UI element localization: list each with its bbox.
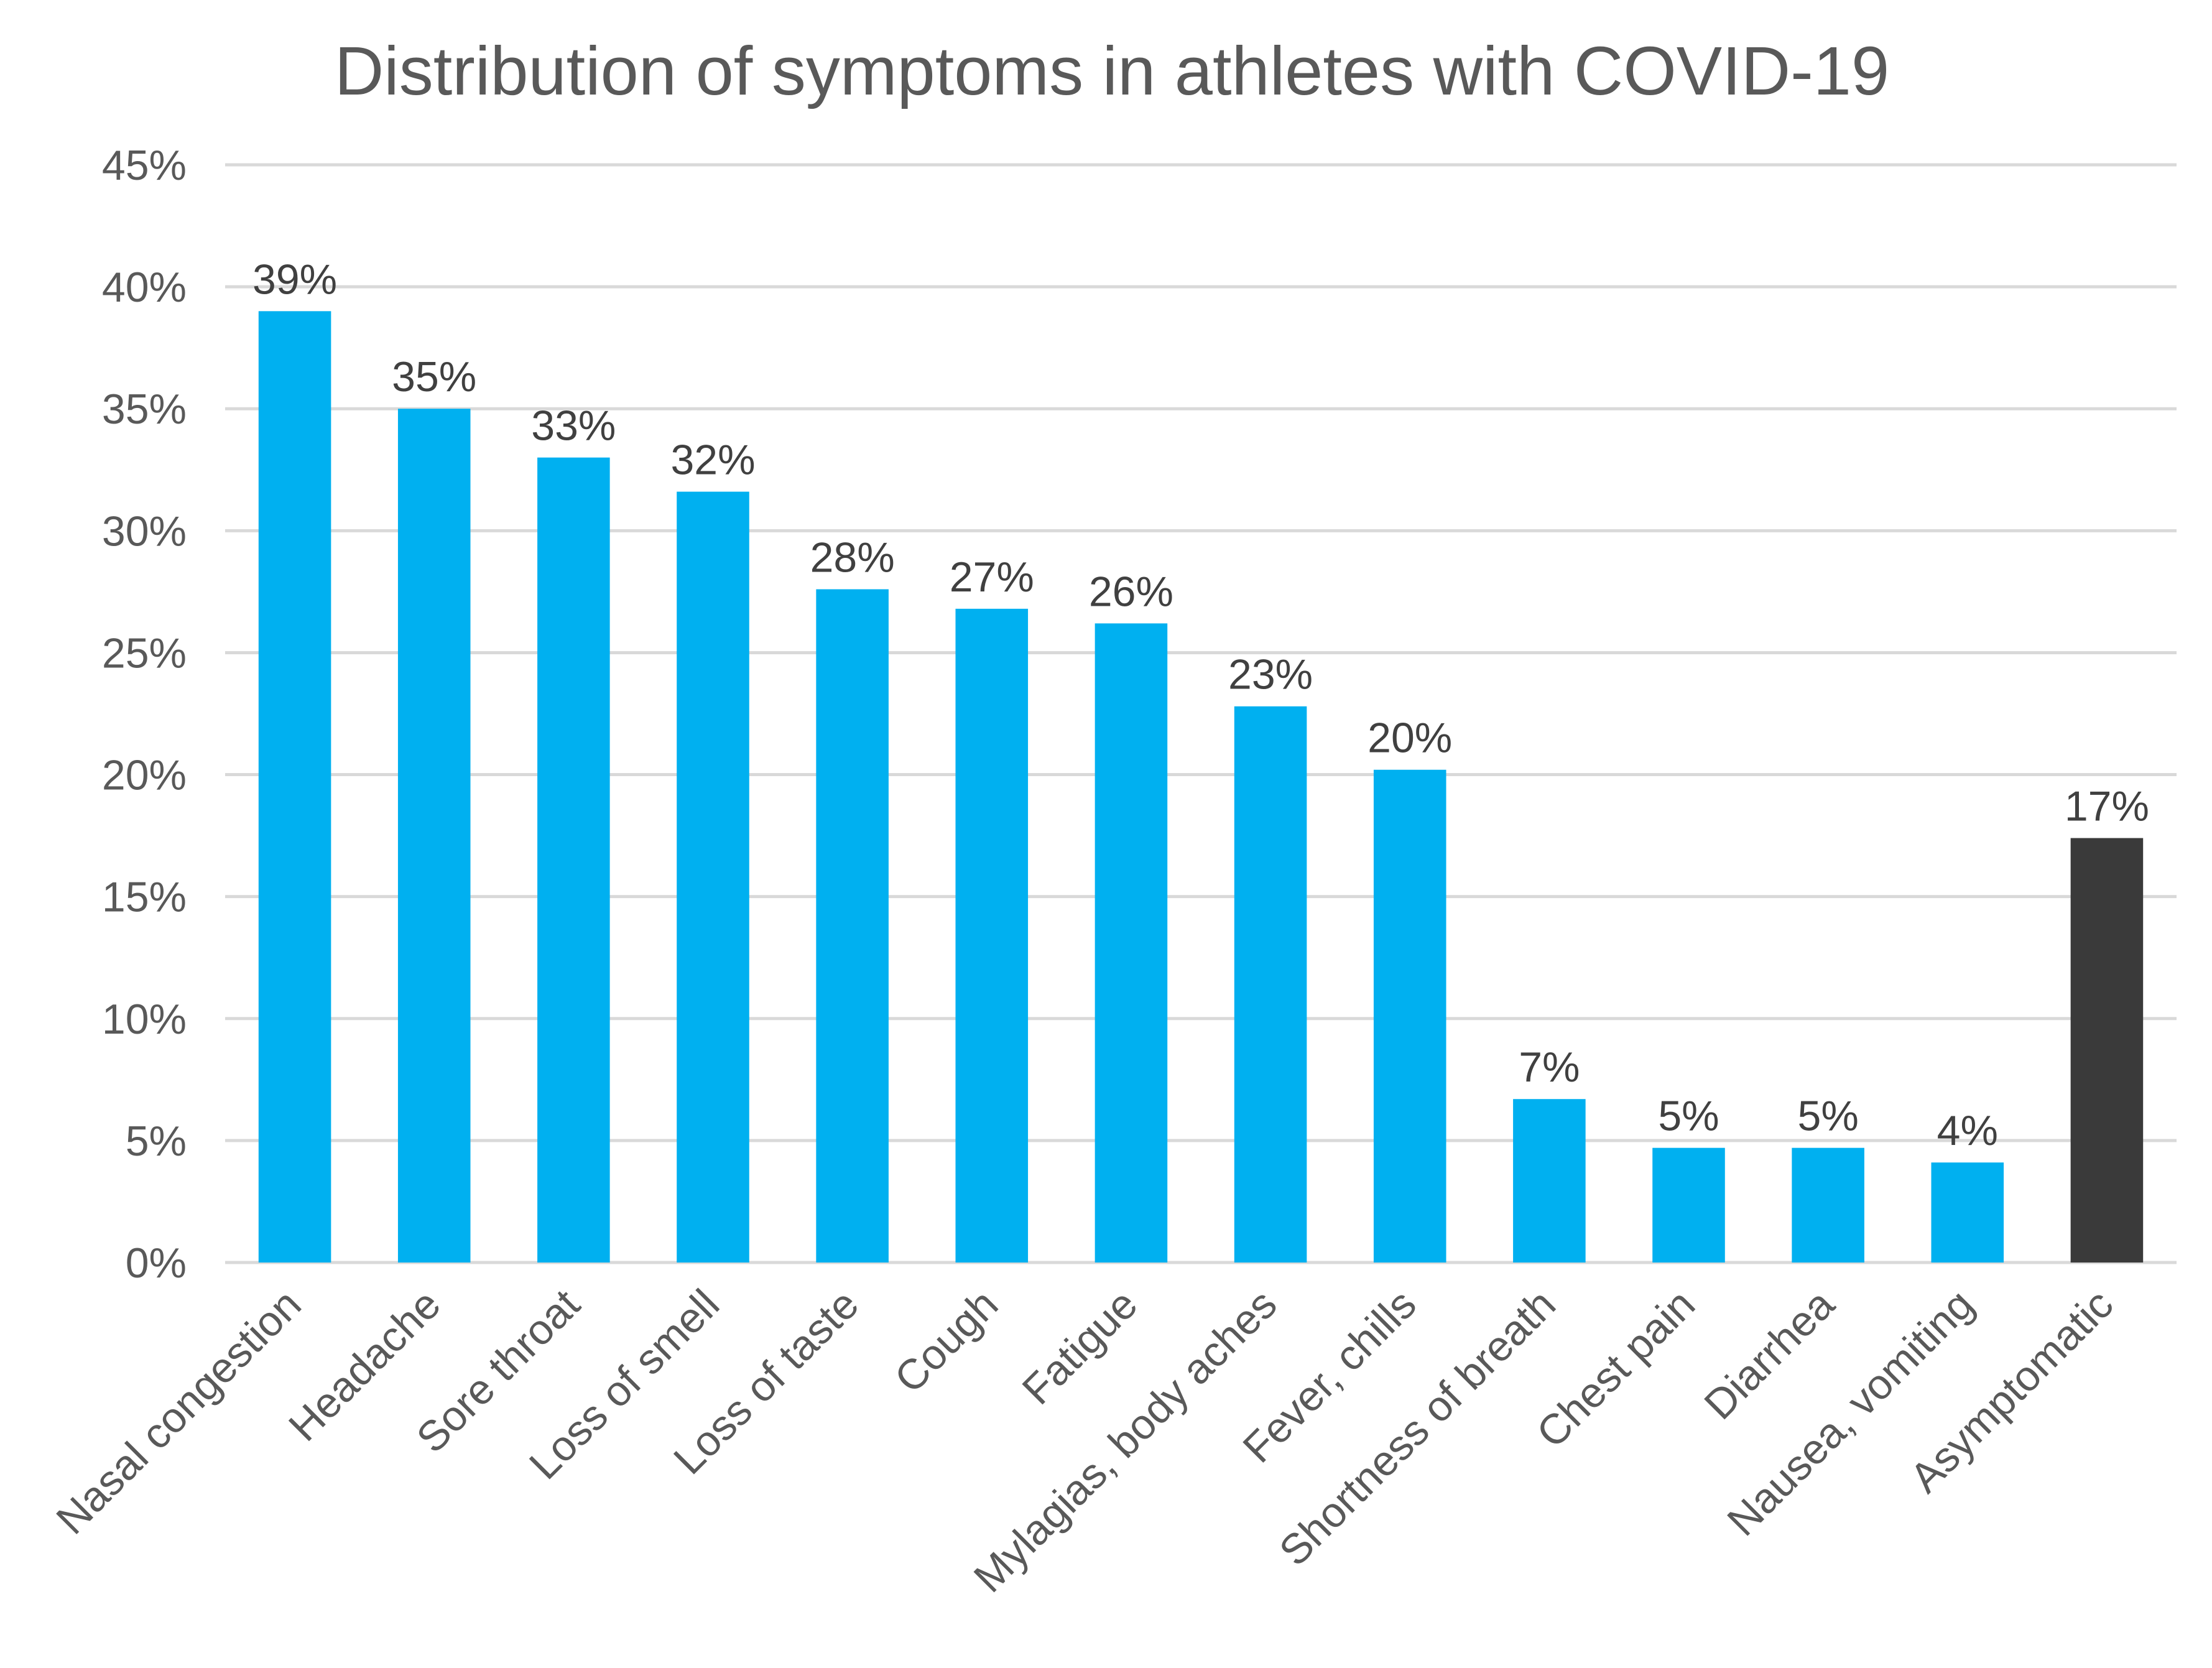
bar — [1373, 769, 1446, 1263]
bar — [816, 589, 889, 1263]
data-label: 39% — [252, 256, 337, 303]
y-tick-label: 15% — [102, 874, 187, 921]
bar — [397, 409, 471, 1263]
y-tick-label: 0% — [126, 1239, 187, 1287]
x-tick-label: Nasal congestion — [47, 1281, 310, 1544]
data-label: 7% — [1519, 1044, 1580, 1091]
gridlines — [225, 163, 2177, 1264]
y-tick-label: 30% — [102, 507, 187, 555]
bar — [258, 311, 331, 1263]
data-label: 5% — [1658, 1093, 1719, 1140]
data-label: 4% — [1937, 1107, 1998, 1154]
data-label: 28% — [810, 534, 895, 581]
bar — [1094, 623, 1168, 1263]
bar — [1234, 706, 1307, 1263]
chart-title: Distribution of symptoms in athletes wit… — [335, 33, 1889, 109]
data-label: 35% — [392, 353, 476, 401]
y-tick-label: 40% — [102, 264, 187, 311]
y-tick-label: 20% — [102, 752, 187, 799]
bar — [955, 608, 1029, 1263]
bar — [1792, 1147, 1864, 1263]
y-tick-label: 10% — [102, 996, 187, 1043]
data-label: 26% — [1089, 568, 1173, 615]
y-tick-label: 5% — [126, 1118, 187, 1165]
data-label: 5% — [1798, 1093, 1859, 1140]
x-tick-label: Shortness of breath — [1270, 1281, 1565, 1575]
x-tick-label: Diarrhea — [1695, 1281, 1843, 1429]
y-tick-label: 35% — [102, 386, 187, 433]
data-label: 17% — [2065, 783, 2149, 830]
data-labels: 39% 35% 33% 32% 28% 27% 26% 23% 20% 7% 5% 5% 4% 17% — [252, 256, 2149, 1154]
bar — [677, 491, 749, 1263]
data-label: 27% — [950, 554, 1034, 601]
bars — [258, 311, 2144, 1263]
data-label: 32% — [670, 437, 755, 484]
x-tick-label: Nausea, vomiting — [1718, 1281, 1983, 1545]
x-tick-label: Cough — [886, 1281, 1007, 1402]
bar — [2070, 838, 2144, 1263]
data-label: 33% — [531, 402, 616, 450]
bar — [537, 457, 610, 1263]
y-tick-label: 45% — [102, 142, 187, 189]
y-axis-ticks: 0% 5% 10% 15% 20% 25% 30% 35% 40% 45% — [102, 142, 187, 1287]
bar — [1931, 1162, 2004, 1263]
bar — [1652, 1147, 1725, 1263]
x-tick-label: Fatigue — [1013, 1281, 1146, 1414]
data-label: 20% — [1367, 715, 1452, 762]
bar — [1513, 1099, 1586, 1263]
y-tick-label: 25% — [102, 629, 187, 677]
data-label: 23% — [1228, 651, 1313, 698]
